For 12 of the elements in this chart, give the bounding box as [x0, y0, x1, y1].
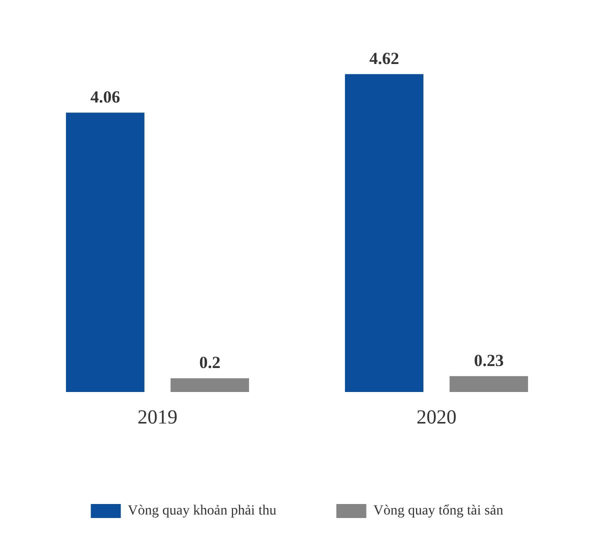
data-label: 4.06 [90, 88, 120, 107]
x-tick-label: 2019 [138, 406, 178, 428]
data-label: 4.62 [369, 49, 400, 68]
legend-label: Vòng quay tổng tài sản [373, 504, 504, 519]
bar [344, 74, 424, 392]
bar [450, 376, 528, 392]
bar [170, 378, 250, 392]
data-label: 0.23 [474, 351, 504, 370]
data-label: 0.2 [199, 353, 220, 372]
bar [66, 112, 144, 392]
x-tick-label: 2020 [416, 406, 456, 428]
legend-label: Vòng quay khoản phải thu [128, 504, 276, 519]
